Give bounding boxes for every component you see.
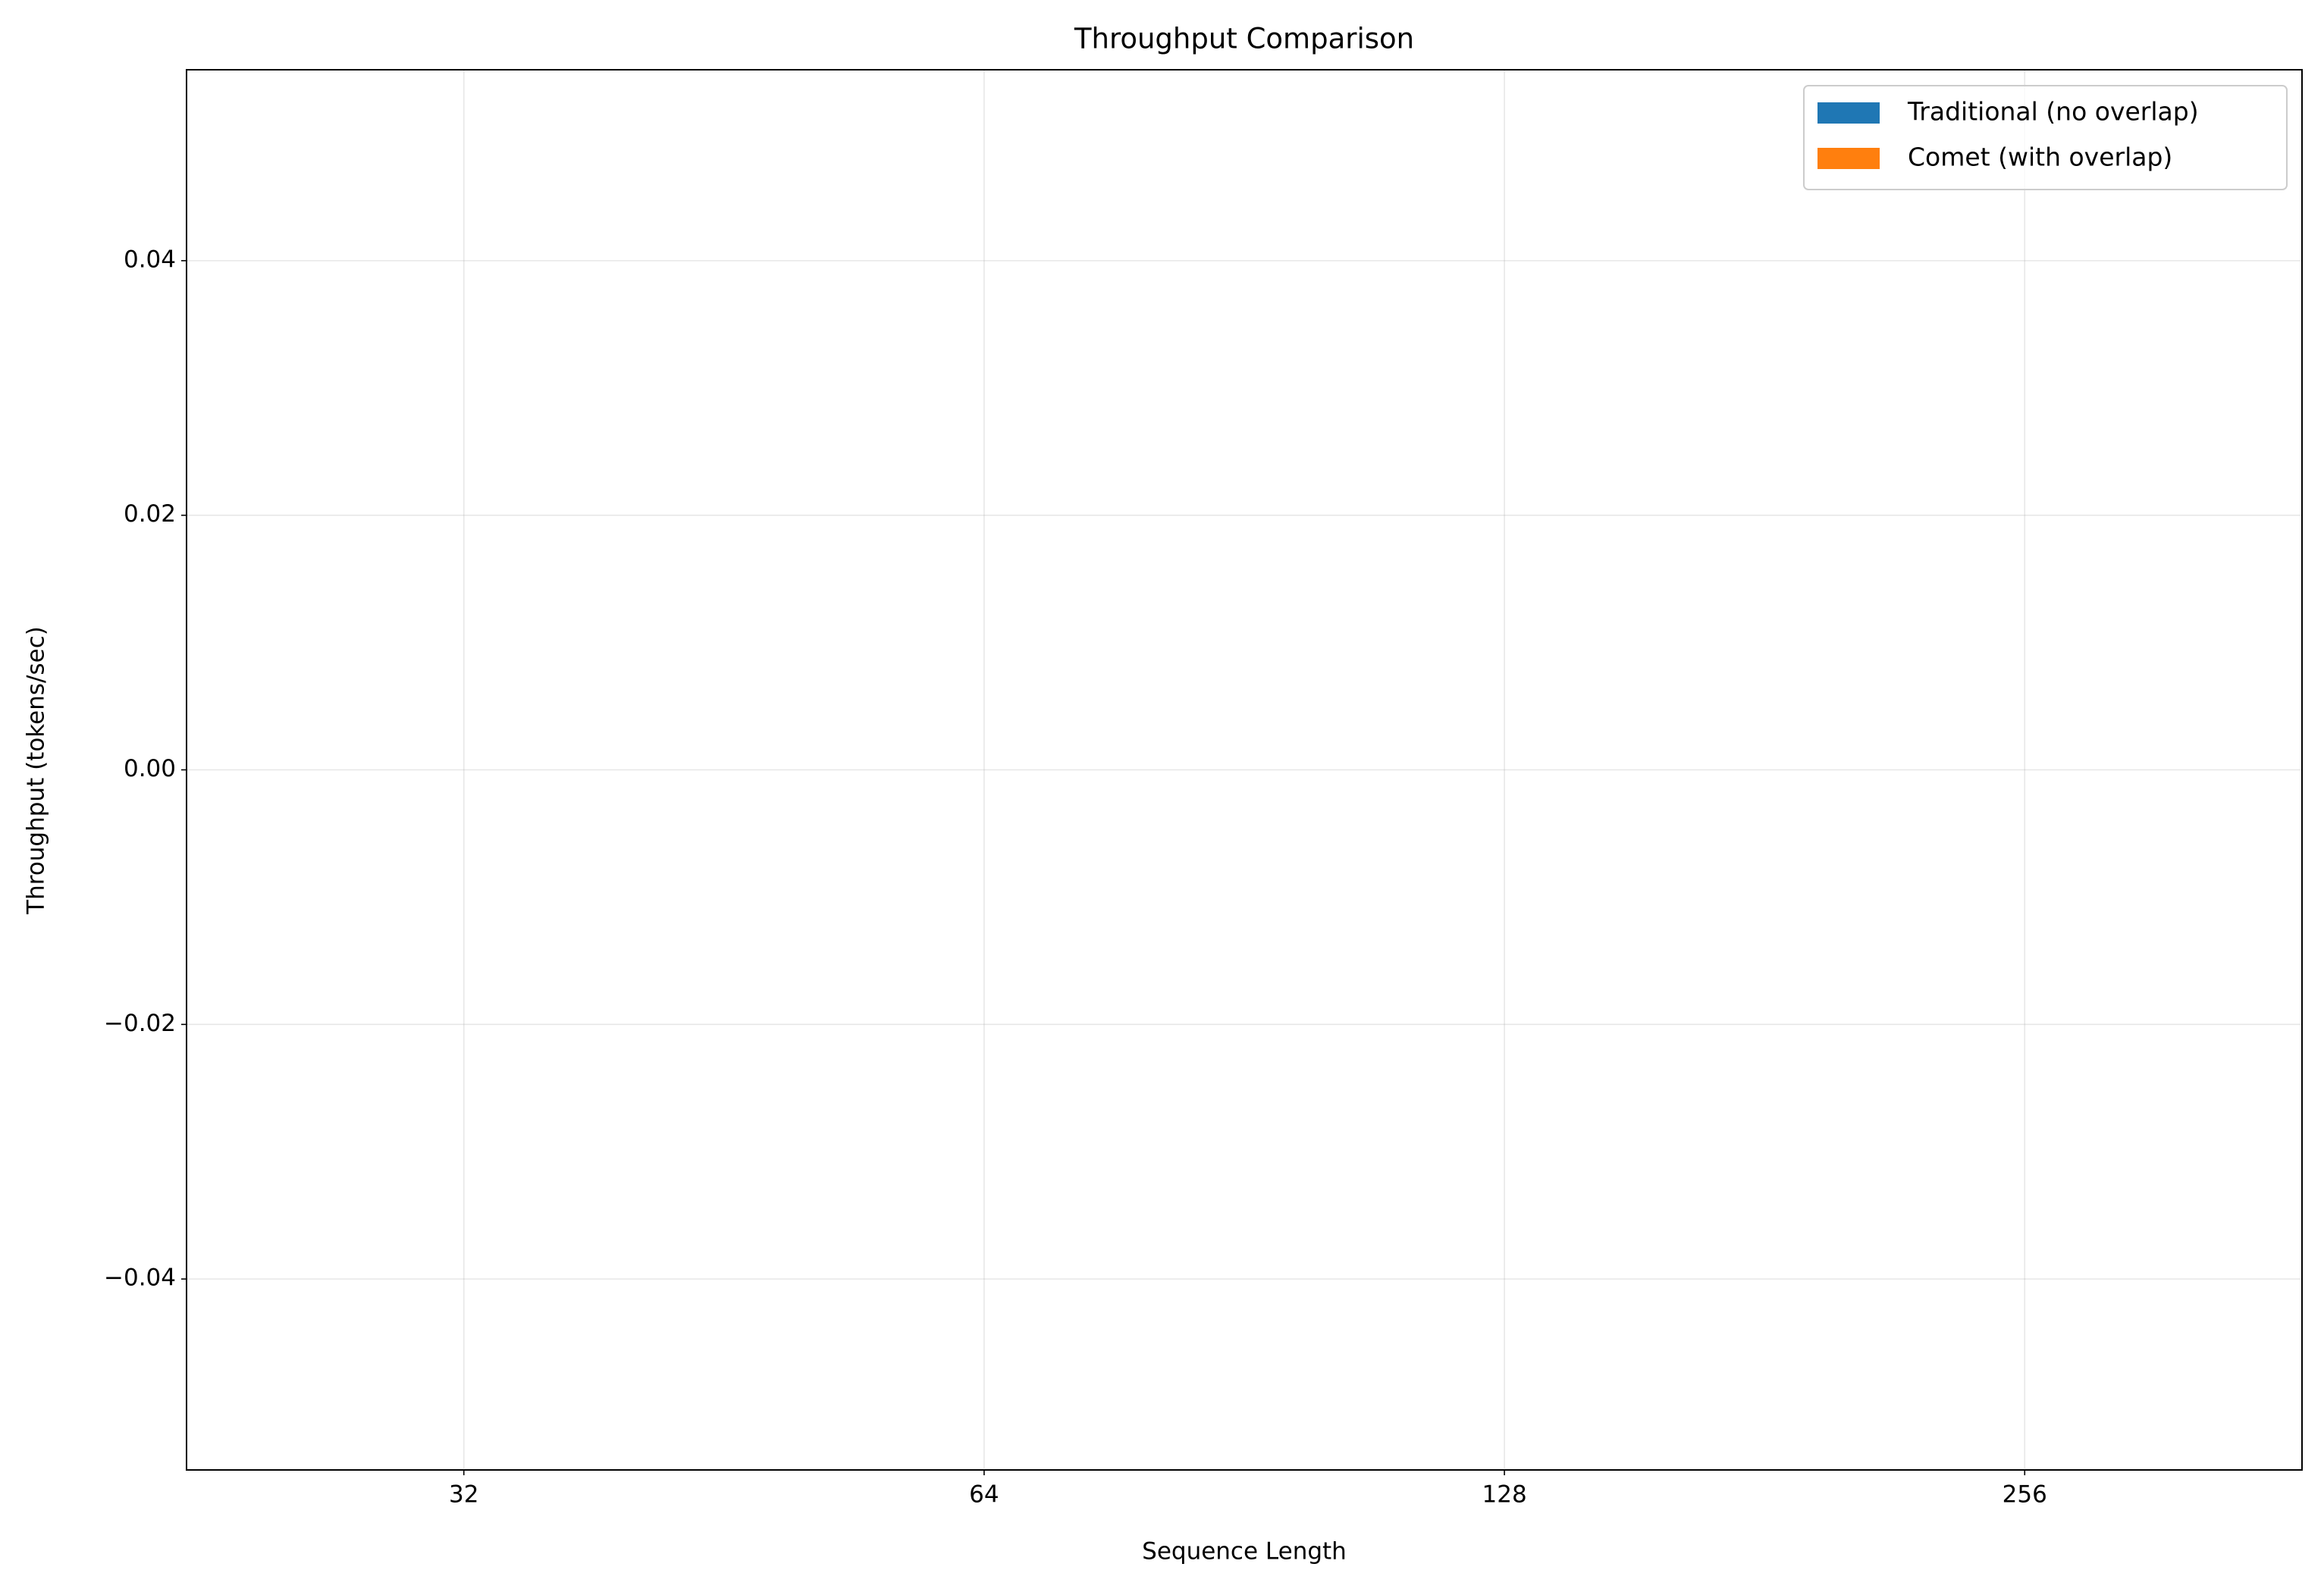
x-axis-title: Sequence Length <box>1142 1538 1347 1565</box>
y-tick-label: −0.04 <box>104 1265 176 1292</box>
y-tick-label: 0.00 <box>124 755 176 782</box>
x-tick-label: 256 <box>2003 1481 2047 1509</box>
y-tick-label: −0.02 <box>104 1010 176 1037</box>
y-tick-label: 0.04 <box>124 246 176 273</box>
legend-label: Comet (with overlap) <box>1908 143 2172 172</box>
x-tick-label: 32 <box>449 1481 478 1509</box>
x-tick-label: 128 <box>1482 1481 1527 1509</box>
legend-label: Traditional (no overlap) <box>1907 97 2199 127</box>
x-tick-label: 64 <box>969 1481 999 1509</box>
legend-swatch <box>1817 102 1880 124</box>
y-axis-title: Throughput (tokens/sec) <box>23 626 50 915</box>
chart-title: Throughput Comparison <box>1074 23 1414 55</box>
legend-box <box>1803 85 2288 190</box>
legend-swatch <box>1817 148 1880 169</box>
plot-frame <box>186 69 2303 1471</box>
y-tick-label: 0.02 <box>124 500 176 528</box>
